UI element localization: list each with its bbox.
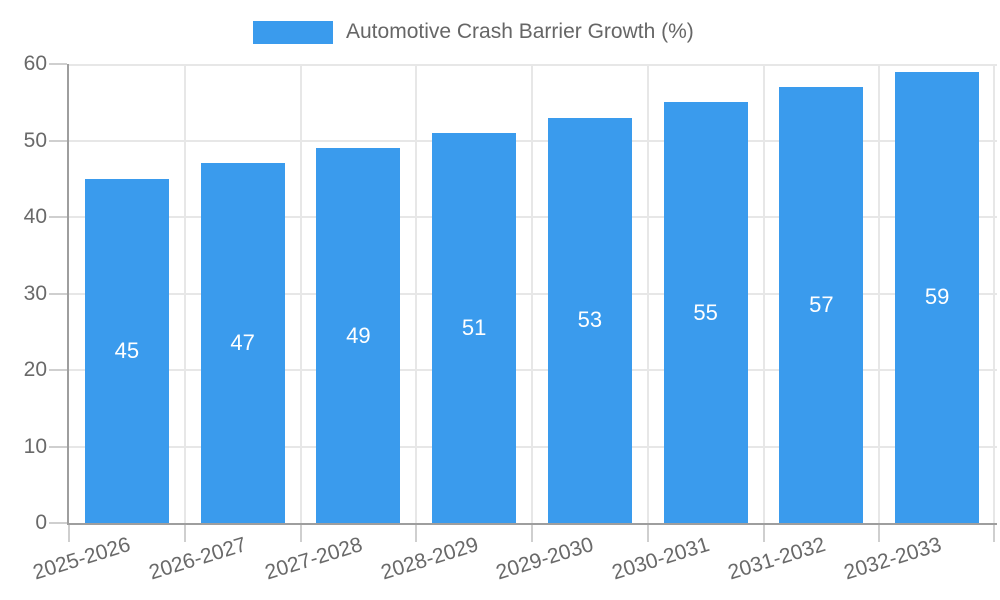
gridline-vertical	[299, 64, 302, 523]
gridline-horizontal	[69, 445, 997, 448]
gridline-vertical	[531, 64, 533, 523]
gridline-horizontal	[69, 292, 997, 295]
x-axis-tick	[762, 525, 765, 542]
plot-area: 45 47 49 51 53 55 57 59	[67, 64, 997, 525]
gridline-horizontal	[69, 369, 997, 371]
gridline-vertical	[762, 64, 765, 523]
x-axis-tick	[299, 525, 302, 542]
legend-swatch[interactable]	[253, 21, 333, 44]
y-axis-tick-label: 10	[23, 434, 47, 458]
y-axis-tick	[49, 139, 67, 142]
gridline-vertical	[415, 64, 418, 523]
y-axis-tick	[49, 216, 67, 218]
x-axis-tick	[878, 525, 881, 542]
x-axis-tick-label: 2032-2033	[841, 533, 944, 585]
bar[interactable]: 55	[663, 102, 748, 523]
bar[interactable]: 53	[547, 117, 632, 523]
bar[interactable]: 45	[84, 178, 169, 523]
gridline-vertical	[646, 64, 649, 523]
bar-value-label: 51	[461, 314, 487, 340]
y-axis-tick-label: 20	[23, 358, 47, 381]
legend-label[interactable]: Automotive Crash Barrier Growth (%)	[346, 20, 694, 43]
x-axis-tick-label: 2025-2026	[30, 533, 134, 585]
bar[interactable]: 59	[895, 71, 980, 523]
bar-value-label: 57	[809, 291, 834, 317]
gridline-vertical	[878, 64, 881, 523]
x-axis-tick-label: 2028-2029	[378, 533, 481, 585]
bar-value-label: 45	[114, 337, 140, 363]
y-axis-tick	[49, 369, 67, 371]
y-axis-tick	[49, 445, 67, 448]
x-axis-tick-label: 2031-2032	[725, 533, 829, 585]
y-axis-tick-label: 60	[23, 52, 47, 75]
y-axis-tick	[49, 63, 67, 65]
x-axis-tick	[993, 525, 995, 542]
bar[interactable]: 51	[432, 132, 517, 523]
gridline-horizontal	[69, 139, 997, 142]
x-axis-tick	[183, 525, 186, 542]
y-axis-tick-label: 30	[23, 281, 47, 305]
legend: Automotive Crash Barrier Growth (%)	[0, 18, 1000, 48]
bar[interactable]: 47	[200, 163, 285, 523]
bar-value-label: 49	[346, 322, 371, 348]
bar-value-label: 47	[230, 330, 255, 356]
bar[interactable]: 57	[779, 86, 864, 523]
y-axis-tick	[49, 522, 67, 524]
x-axis-tick-label: 2026-2027	[146, 533, 250, 585]
bar-value-label: 53	[577, 307, 603, 333]
y-axis-tick-label: 40	[23, 205, 47, 228]
x-axis-tick	[68, 525, 70, 542]
bar[interactable]: 49	[316, 148, 401, 523]
gridline-horizontal	[69, 64, 997, 66]
y-axis-tick-label: 0	[35, 511, 47, 534]
gridline-vertical	[993, 64, 995, 523]
x-axis-tick	[646, 525, 649, 542]
x-axis-tick-label: 2029-2030	[493, 533, 597, 585]
gridline-horizontal	[69, 216, 997, 218]
x-axis-tick-label: 2030-2031	[609, 533, 713, 585]
x-axis-tick-label: 2027-2028	[262, 533, 366, 585]
y-axis-tick	[49, 292, 67, 295]
bar-value-label: 59	[924, 284, 950, 310]
x-axis-tick	[531, 525, 533, 542]
bar-value-label: 55	[693, 299, 718, 325]
y-axis-tick-label: 50	[23, 128, 47, 152]
x-axis-tick	[415, 525, 418, 542]
gridline-vertical	[183, 64, 186, 523]
